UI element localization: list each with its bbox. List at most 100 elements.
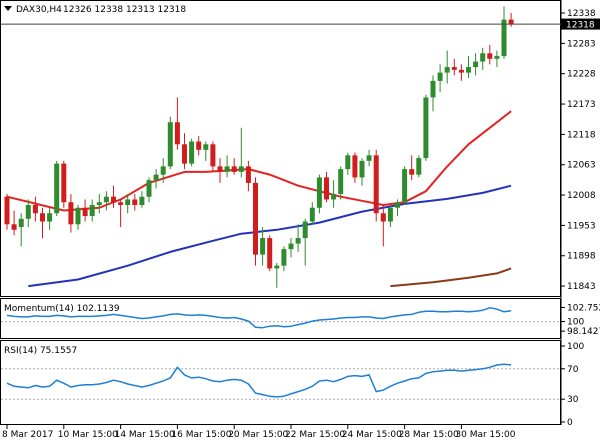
candle-body xyxy=(423,97,429,159)
rsi-tick-label: 30 xyxy=(567,395,579,405)
bullish-candle xyxy=(309,202,315,225)
bullish-candle xyxy=(416,155,422,178)
bullish-candle xyxy=(473,53,479,76)
bearish-candle xyxy=(253,177,258,266)
candle-body xyxy=(366,155,372,161)
candle-body xyxy=(68,202,74,225)
candle-body xyxy=(288,243,294,250)
bearish-candle xyxy=(487,45,493,65)
bearish-candle xyxy=(231,158,237,175)
candle-body xyxy=(203,144,209,150)
bullish-candle xyxy=(437,64,443,92)
candle-body xyxy=(309,207,315,222)
bearish-candle xyxy=(373,149,379,222)
momentum-tick-label: 98.1427 xyxy=(567,327,600,337)
bearish-candle xyxy=(32,196,38,222)
last-price-tag-label: 12318 xyxy=(566,21,595,31)
momentum-panel[interactable] xyxy=(0,298,561,339)
candle-body xyxy=(224,166,230,172)
price-tick-label: 11843 xyxy=(567,282,596,292)
price-tick-label: 12063 xyxy=(567,161,596,171)
candle-body xyxy=(160,166,166,175)
bullish-candle xyxy=(153,169,159,189)
candle-body xyxy=(402,169,408,203)
bullish-candle xyxy=(281,246,287,272)
rsi-level-lines xyxy=(1,368,561,400)
bullish-candle xyxy=(203,141,209,161)
bearish-candle xyxy=(210,141,216,172)
candle-body xyxy=(295,238,301,244)
bearish-candle xyxy=(132,193,138,211)
candle-body xyxy=(118,202,124,205)
bullish-candle xyxy=(494,50,500,68)
bullish-candle xyxy=(54,160,60,217)
candle-body xyxy=(302,221,308,239)
bullish-candle xyxy=(466,56,471,79)
bullish-candle xyxy=(288,238,294,258)
rsi-tick-label: 0 xyxy=(567,418,573,428)
price-tick-label: 12118 xyxy=(567,130,596,140)
last-price-tag: 12318 xyxy=(561,18,600,31)
time-tick-label: 8 Mar 2017 xyxy=(2,430,53,440)
rsi-series xyxy=(6,363,512,398)
bullish-candle xyxy=(238,127,244,178)
price-panel[interactable] xyxy=(0,0,561,297)
candle-body xyxy=(466,67,471,73)
rsi-axis: 100 70 30 0 xyxy=(561,342,584,428)
candle-body xyxy=(146,180,152,197)
candle-body xyxy=(359,160,365,178)
candle-body xyxy=(132,199,138,205)
momentum-series xyxy=(6,306,512,329)
bearish-candle xyxy=(409,155,415,181)
candle-body xyxy=(54,163,60,214)
candle-body xyxy=(103,196,109,203)
time-tick-label: 16 Mar 15:00 xyxy=(171,430,231,440)
bearish-candle xyxy=(111,185,116,208)
candle-body xyxy=(487,53,493,59)
candle-body xyxy=(153,174,159,181)
bearish-candle xyxy=(196,136,202,156)
candle-body xyxy=(352,155,358,178)
bearish-candle xyxy=(61,160,67,208)
candle-body xyxy=(373,155,379,214)
bullish-candle xyxy=(501,6,507,59)
candle-body xyxy=(125,199,131,205)
candle-body xyxy=(174,122,180,145)
price-tick-label: 12008 xyxy=(567,191,596,201)
rsi-panel[interactable] xyxy=(0,340,561,425)
bullish-candle xyxy=(274,262,280,288)
candle-body xyxy=(253,182,258,255)
bearish-candle xyxy=(182,133,187,170)
sma100-line xyxy=(28,184,512,288)
price-axis: 12338 12283 12228 12173 12118 12063 12008 11953… xyxy=(561,9,596,292)
candlesticks xyxy=(4,6,514,288)
candle-body xyxy=(316,177,322,208)
symbol-menu-triangle-icon[interactable] xyxy=(4,6,12,11)
candle-body xyxy=(139,196,145,205)
candle-body xyxy=(11,224,17,230)
price-tick-label: 11898 xyxy=(567,252,596,262)
candle-body xyxy=(75,207,81,225)
bullish-candle xyxy=(125,193,131,214)
candle-body xyxy=(231,166,237,172)
moving-averages xyxy=(6,110,512,288)
price-tick-label: 12228 xyxy=(567,70,596,80)
candle-body xyxy=(380,213,386,222)
bullish-candle xyxy=(316,174,322,214)
candle-body xyxy=(196,141,202,150)
candle-body xyxy=(260,238,266,255)
momentum-line xyxy=(6,306,512,329)
candle-body xyxy=(331,193,337,200)
time-tick-label: 20 Mar 15:00 xyxy=(228,430,288,440)
candle-body xyxy=(32,204,38,214)
candle-body xyxy=(89,204,95,217)
candle-body xyxy=(409,169,415,175)
bearish-candle xyxy=(40,207,45,239)
time-tick-label: 28 Mar 15:00 xyxy=(399,430,459,440)
price-tick-label: 11953 xyxy=(567,221,596,231)
bullish-candle xyxy=(224,155,230,178)
price-tick-label: 12338 xyxy=(567,9,596,19)
bullish-candle xyxy=(395,199,400,217)
